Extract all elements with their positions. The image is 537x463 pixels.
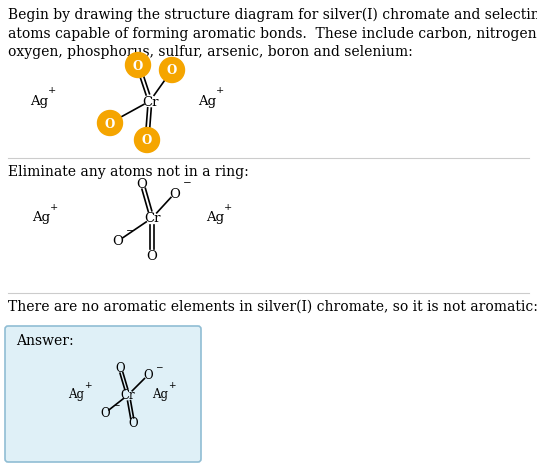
Circle shape	[98, 111, 122, 136]
Text: +: +	[84, 380, 91, 389]
Text: Cr: Cr	[144, 212, 160, 225]
Circle shape	[126, 53, 150, 78]
Text: O: O	[105, 117, 115, 130]
Text: +: +	[48, 86, 56, 95]
Text: +: +	[50, 202, 58, 212]
Text: There are no aromatic elements in silver(I) chromate, so it is not aromatic:: There are no aromatic elements in silver…	[8, 300, 537, 313]
Text: Eliminate any atoms not in a ring:: Eliminate any atoms not in a ring:	[8, 165, 249, 179]
Circle shape	[134, 128, 159, 153]
Text: O: O	[136, 177, 148, 190]
Text: O: O	[115, 362, 125, 375]
Text: Ag: Ag	[68, 388, 84, 400]
Text: Ag: Ag	[32, 211, 50, 224]
Text: Begin by drawing the structure diagram for silver(I) chromate and selecting thos: Begin by drawing the structure diagram f…	[8, 8, 537, 59]
Text: O: O	[113, 235, 124, 248]
Text: Ag: Ag	[152, 388, 168, 400]
Text: O: O	[142, 134, 152, 147]
Text: −: −	[126, 226, 135, 236]
Text: Ag: Ag	[206, 211, 224, 224]
Text: −: −	[180, 55, 187, 64]
Text: −: −	[155, 361, 163, 370]
Text: O: O	[147, 249, 157, 262]
Text: Ag: Ag	[30, 94, 48, 107]
Text: Cr: Cr	[142, 95, 158, 108]
FancyBboxPatch shape	[5, 326, 201, 462]
Text: −: −	[112, 399, 120, 408]
Circle shape	[159, 58, 185, 83]
Text: O: O	[143, 369, 153, 382]
Text: O: O	[100, 407, 110, 419]
Text: +: +	[224, 202, 232, 212]
Text: Cr: Cr	[121, 388, 135, 401]
Text: +: +	[216, 86, 224, 95]
Text: O: O	[133, 59, 143, 72]
Text: −: −	[118, 108, 126, 117]
Text: Ag: Ag	[198, 94, 216, 107]
Text: O: O	[170, 187, 180, 200]
Text: O: O	[128, 417, 138, 430]
Text: Answer:: Answer:	[16, 333, 74, 347]
Text: −: −	[183, 179, 192, 188]
Text: O: O	[167, 64, 177, 77]
Text: +: +	[168, 380, 176, 389]
